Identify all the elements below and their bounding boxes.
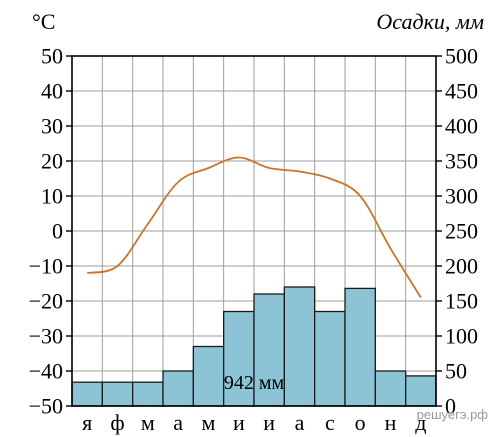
precipitation-tick-label: 400 (445, 114, 478, 139)
precipitation-bar (162, 370, 194, 407)
temperature-tick-label: −30 (29, 324, 63, 349)
precipitation-tick-label: 250 (445, 219, 478, 244)
temperature-tick-label: 20 (41, 149, 63, 174)
month-label: м (202, 410, 216, 435)
month-label: с (325, 410, 335, 435)
precipitation-bar (283, 286, 316, 407)
month-label: я (82, 410, 92, 435)
temperature-tick-label: 40 (41, 79, 63, 104)
temperature-unit-label: °С (32, 9, 55, 34)
temperature-tick-label: 50 (41, 44, 63, 69)
precipitation-tick-label: 0 (445, 394, 456, 419)
precipitation-tick-label: 150 (445, 289, 478, 314)
precipitation-tick-label: 50 (445, 359, 467, 384)
precipitation-tick-label: 100 (445, 324, 478, 349)
temperature-tick-label: −50 (29, 394, 63, 419)
month-label: о (355, 410, 366, 435)
precipitation-bar (374, 370, 407, 407)
temperature-tick-label: 10 (41, 184, 63, 209)
precipitation-bar (344, 287, 376, 407)
month-label: д (415, 410, 426, 435)
precipitation-bar (192, 345, 225, 407)
month-label: и (233, 410, 245, 435)
precipitation-tick-label: 350 (445, 149, 478, 174)
month-label: н (385, 410, 397, 435)
precipitation-bar (405, 375, 437, 407)
precipitation-bars (71, 286, 437, 407)
precipitation-tick-label: 200 (445, 254, 478, 279)
precipitation-bar (71, 381, 103, 407)
temperature-tick-label: −20 (29, 289, 63, 314)
precipitation-tick-label: 300 (445, 184, 478, 209)
temperature-tick-label: −10 (29, 254, 63, 279)
temperature-tick-label: −40 (29, 359, 63, 384)
month-label: а (173, 410, 183, 435)
month-label: ф (110, 410, 124, 435)
precipitation-bar (314, 310, 346, 407)
month-label: м (141, 410, 155, 435)
precipitation-bar (132, 381, 164, 407)
temperature-tick-label: 30 (41, 114, 63, 139)
precipitation-bar (101, 381, 134, 407)
precipitation-total: 942 мм (224, 372, 285, 394)
precipitation-tick-label: 450 (445, 79, 478, 104)
temperature-axis: 50 40 30 20 10 0 −10 −20 −30 −40 −50 (29, 44, 72, 419)
month-label: и (263, 410, 275, 435)
temperature-line (86, 156, 422, 298)
temperature-tick-label: 0 (52, 219, 63, 244)
watermark: решуегэ.рф (417, 407, 489, 422)
precipitation-tick-label: 500 (445, 44, 478, 69)
precipitation-unit-label: Осадки, мм (376, 9, 484, 34)
month-label: а (295, 410, 305, 435)
